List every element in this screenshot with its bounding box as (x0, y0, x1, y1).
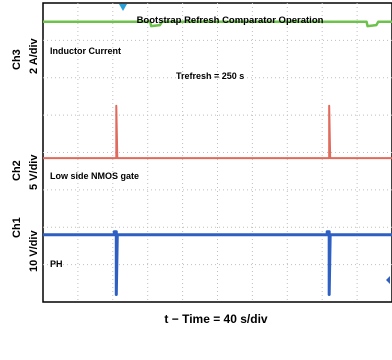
trace-ch1 (43, 230, 392, 297)
ch2-trace-label: Low side NMOS gate (50, 171, 139, 181)
x-axis-label: t − Time = 40 s/div (164, 312, 267, 326)
trace-ch3 (43, 20, 392, 28)
ch3-channel-label: Ch3 (11, 49, 23, 70)
ch3-scale-label: 2 A/div (28, 37, 40, 74)
ch1-scale-label: 10 V/div (28, 230, 40, 272)
refresh-annotation: Trefresh = 250 s (176, 71, 244, 81)
ch1-channel-label: Ch1 (11, 217, 23, 238)
trace-layer (43, 20, 392, 297)
ch2-scale-label: 5 V/div (28, 154, 40, 190)
trace-ch2 (43, 104, 392, 160)
ch3-trace-label: Inductor Current (50, 46, 121, 56)
ch2-channel-label: Ch2 (11, 160, 23, 181)
chart-title: Bootstrap Refresh Comparator Operation (137, 15, 324, 26)
plot-area (42, 2, 392, 303)
trace-marker-icon (386, 276, 390, 284)
trigger-marker-icon (119, 4, 127, 11)
ch1-trace-label: PH (50, 259, 63, 269)
